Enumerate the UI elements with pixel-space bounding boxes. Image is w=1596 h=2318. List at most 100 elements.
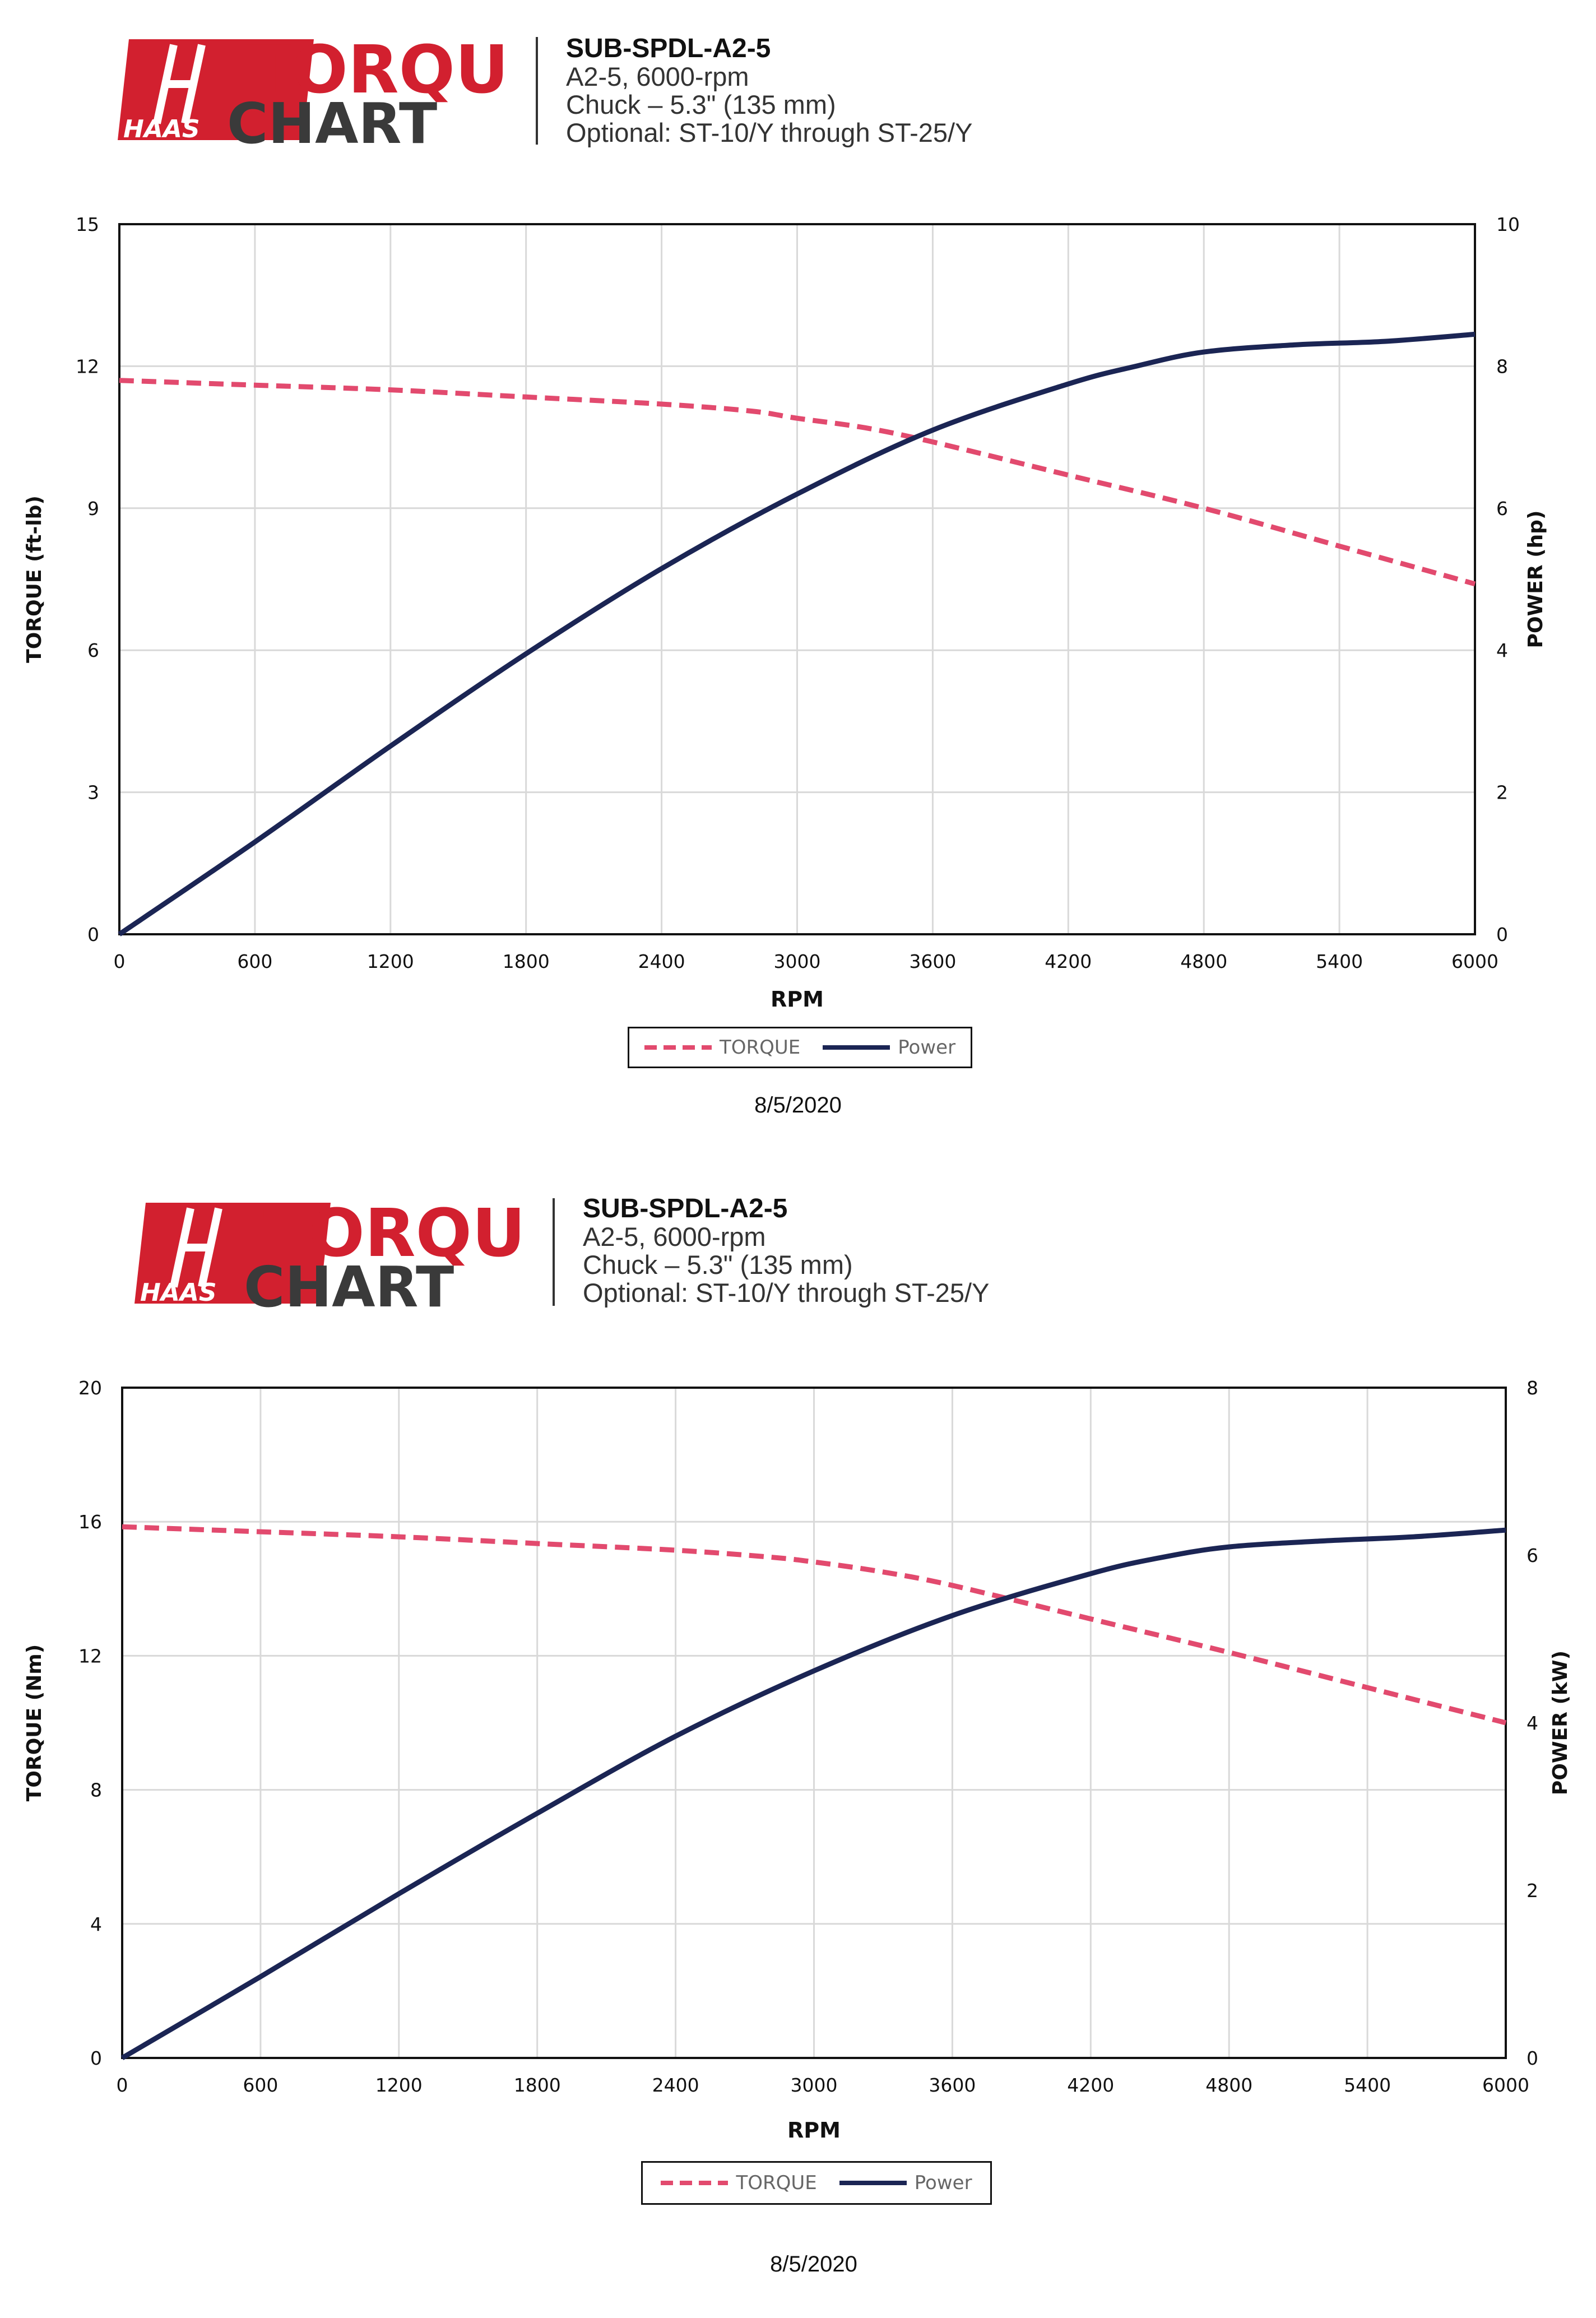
- legend-power-swatch: [839, 2181, 907, 2185]
- y-left-tick-label: 8: [90, 1779, 102, 1801]
- x-tick-label: 6000: [1482, 2074, 1529, 2096]
- x-tick-label: 3000: [791, 2074, 838, 2096]
- y-left-tick-label: 12: [78, 1645, 102, 1667]
- legend-item-torque: TORQUE: [644, 1036, 800, 1059]
- y-left-tick-label: 6: [87, 639, 99, 661]
- haas-torque-chart-logo: HAAS TORQUE CHART: [134, 1194, 527, 1315]
- x-tick-label: 1200: [367, 951, 414, 972]
- logo-word-torque: TORQUE: [263, 1194, 527, 1272]
- chart-date: 8/5/2020: [770, 2252, 857, 2277]
- torque-chart-panel-metric: HAAS TORQUE CHART SUB-SPDL-A2-5 A2-5, 60…: [0, 1159, 1596, 2318]
- x-tick-label: 2400: [652, 2074, 699, 2096]
- y-left-tick-label: 3: [87, 782, 99, 804]
- x-tick-label: 4200: [1045, 951, 1092, 972]
- y-left-tick-label: 12: [76, 355, 99, 377]
- model-title: SUB-SPDL-A2-5: [583, 1194, 788, 1223]
- logo-hh-mark: [153, 44, 206, 124]
- logo-word-torque: TORQUE: [247, 31, 510, 108]
- y-left-tick-label: 4: [90, 1913, 102, 1935]
- y-right-tick-label: 10: [1496, 214, 1520, 235]
- header-titles: SUB-SPDL-A2-5 A2-5, 6000-rpm Chuck – 5.3…: [583, 1195, 989, 1307]
- torque-power-plot-metric: 0 600 1200 1800 2400 3000 3600 4200 4800 5400 6000…: [23, 1377, 1572, 2143]
- x-tick-label: 1200: [375, 2074, 423, 2096]
- logo-hh-mark: [170, 1207, 222, 1288]
- y-right-tick-label: 8: [1527, 1377, 1538, 1399]
- y-right-tick-label: 8: [1496, 355, 1508, 377]
- spec-line-2: Chuck – 5.3" (135 mm): [566, 90, 836, 119]
- legend-torque-label: TORQUE: [736, 2172, 817, 2194]
- x-tick-label: 3600: [909, 951, 956, 972]
- legend-item-power: Power: [839, 2172, 972, 2194]
- spec-line-2: Chuck – 5.3" (135 mm): [583, 1250, 853, 1279]
- x-axis-label: RPM: [771, 987, 824, 1012]
- legend-power-swatch: [823, 1045, 890, 1050]
- spec-line-1: A2-5, 6000-rpm: [583, 1222, 766, 1251]
- y-left-tick-label: 9: [87, 498, 99, 520]
- y-left-axis-label: TORQUE (Nm): [23, 1644, 46, 1801]
- legend-item-power: Power: [823, 1036, 955, 1059]
- x-tick-label: 4800: [1205, 2074, 1252, 2096]
- torque-series-line: [122, 1524, 1507, 1726]
- x-axis-label: RPM: [787, 2118, 841, 2143]
- y-right-tick-label: 6: [1496, 498, 1508, 520]
- x-tick-label: 600: [243, 2074, 278, 2096]
- legend-power-label: Power: [898, 1036, 956, 1059]
- header-titles: SUB-SPDL-A2-5 A2-5, 6000-rpm Chuck – 5.3…: [566, 35, 972, 147]
- y-left-axis-label: TORQUE (ft-lb): [23, 495, 46, 663]
- haas-torque-chart-logo: HAAS TORQUE CHART: [118, 31, 510, 151]
- y-left-tick-label: 20: [78, 1377, 102, 1399]
- x-tick-label: 4800: [1180, 951, 1227, 972]
- power-series-line: [118, 331, 1476, 937]
- x-tick-label: 5400: [1344, 2074, 1391, 2096]
- chart-legend: TORQUE Power: [628, 1027, 972, 1068]
- x-tick-label: 3000: [774, 951, 821, 972]
- y-right-tick-label: 4: [1527, 1712, 1538, 1734]
- y-right-tick-label: 0: [1527, 2047, 1538, 2069]
- y-right-axis-label: POWER (kW): [1549, 1651, 1572, 1795]
- power-series-line: [120, 1527, 1506, 2060]
- logo-brand: HAAS: [140, 1278, 217, 1307]
- chart-header: HAAS TORQUE CHART SUB-SPDL-A2-5 A2-5, 60…: [0, 1159, 1596, 1327]
- x-tick-label: 3600: [929, 2074, 976, 2096]
- x-tick-label: 4200: [1067, 2074, 1114, 2096]
- torque-power-plot-imperial: 0 600 1200 1800 2400 3000 3600 4200 4800 5400 6000…: [23, 214, 1547, 1012]
- x-tick-label: 1800: [514, 2074, 561, 2096]
- y-right-axis-label: POWER (hp): [1524, 511, 1547, 648]
- x-tick-label: 0: [117, 2074, 128, 2096]
- logo-brand: HAAS: [123, 115, 200, 143]
- y-left-tick-label: 0: [90, 2047, 102, 2069]
- legend-item-torque: TORQUE: [661, 2172, 817, 2194]
- x-tick-label: 2400: [638, 951, 685, 972]
- model-title: SUB-SPDL-A2-5: [566, 34, 771, 63]
- legend-torque-swatch: [661, 2181, 729, 2185]
- legend-torque-label: TORQUE: [719, 1036, 801, 1059]
- plot-frame: [118, 223, 1476, 935]
- y-left-tick-label: 15: [76, 214, 99, 235]
- logo-word-chart: CHART: [244, 1254, 454, 1315]
- y-left-tick-label: 0: [87, 924, 99, 945]
- y-right-tick-label: 6: [1527, 1545, 1538, 1566]
- spec-line-3: Optional: ST-10/Y through ST-25/Y: [583, 1278, 990, 1308]
- y-right-tick-label: 2: [1496, 782, 1508, 804]
- header-divider: [536, 37, 538, 145]
- legend-power-label: Power: [914, 2172, 972, 2194]
- torque-series-line: [119, 378, 1476, 587]
- chart-date: 8/5/2020: [754, 1093, 842, 1118]
- legend-torque-swatch: [644, 1045, 712, 1050]
- chart-legend: TORQUE Power: [641, 2161, 992, 2205]
- logo-word-chart: CHART: [227, 91, 437, 151]
- y-right-tick-label: 2: [1527, 1880, 1538, 1902]
- x-tick-label: 6000: [1451, 951, 1498, 972]
- x-tick-label: 0: [114, 951, 126, 972]
- y-left-tick-label: 16: [78, 1511, 102, 1533]
- chart-header: HAAS TORQUE CHART SUB-SPDL-A2-5 A2-5, 60…: [0, 0, 1596, 168]
- x-tick-label: 5400: [1316, 951, 1363, 972]
- header-divider: [553, 1198, 555, 1306]
- x-tick-label: 1800: [503, 951, 550, 972]
- spec-line-1: A2-5, 6000-rpm: [566, 62, 749, 91]
- y-right-tick-label: 4: [1496, 639, 1508, 661]
- torque-chart-panel-imperial: HAAS TORQUE CHART SUB-SPDL-A2-5 A2-5, 60…: [0, 0, 1596, 1118]
- y-right-tick-label: 0: [1496, 924, 1508, 945]
- x-tick-label: 600: [237, 951, 272, 972]
- spec-line-3: Optional: ST-10/Y through ST-25/Y: [566, 118, 973, 147]
